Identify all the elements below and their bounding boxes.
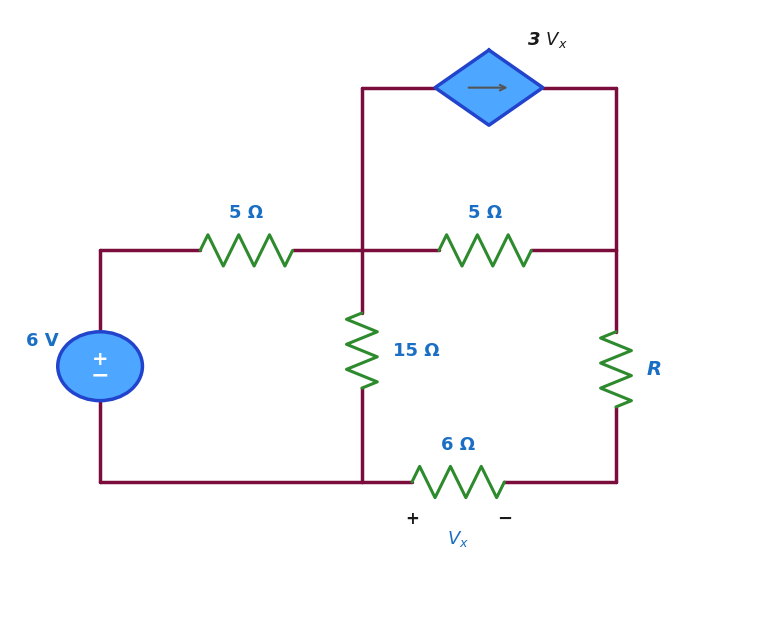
Text: −: − (91, 366, 109, 386)
Text: 5 Ω: 5 Ω (468, 204, 502, 222)
Text: 5 Ω: 5 Ω (229, 204, 263, 222)
Text: 6 V: 6 V (26, 332, 59, 350)
Text: +: + (92, 351, 109, 369)
Text: −: − (497, 510, 512, 528)
Text: 15 Ω: 15 Ω (393, 342, 440, 359)
Text: +: + (405, 510, 419, 528)
Polygon shape (435, 50, 543, 125)
Text: 3 $V_x$: 3 $V_x$ (527, 30, 568, 50)
Text: $V_x$: $V_x$ (447, 529, 469, 549)
Text: R: R (647, 360, 661, 379)
Circle shape (58, 332, 142, 401)
Text: 6 Ω: 6 Ω (441, 436, 475, 454)
